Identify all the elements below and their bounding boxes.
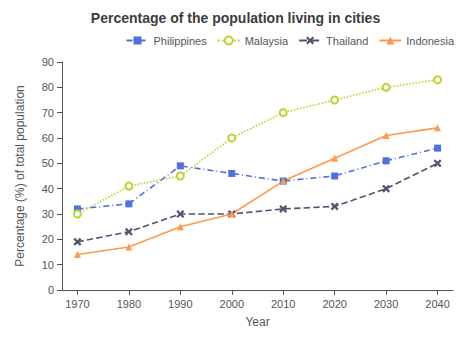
svg-text:50: 50 (42, 157, 54, 169)
svg-text:1990: 1990 (168, 298, 192, 310)
svg-text:Indonesia: Indonesia (406, 35, 455, 47)
svg-text:2030: 2030 (374, 298, 398, 310)
svg-text:Malaysia: Malaysia (245, 35, 289, 47)
svg-text:80: 80 (42, 81, 54, 93)
svg-text:2010: 2010 (271, 298, 295, 310)
svg-text:2040: 2040 (425, 298, 449, 310)
svg-text:90: 90 (42, 56, 54, 68)
svg-text:Philippines: Philippines (153, 35, 207, 47)
svg-text:60: 60 (42, 132, 54, 144)
svg-text:1970: 1970 (65, 298, 89, 310)
svg-text:Year: Year (245, 315, 269, 329)
svg-text:2000: 2000 (220, 298, 244, 310)
svg-text:Percentage of the population l: Percentage of the population living in c… (91, 10, 381, 26)
svg-text:30: 30 (42, 208, 54, 220)
svg-text:Percentage (%) of total popula: Percentage (%) of total population (13, 85, 27, 266)
svg-text:2020: 2020 (322, 298, 346, 310)
svg-text:70: 70 (42, 107, 54, 119)
svg-text:40: 40 (42, 183, 54, 195)
svg-text:10: 10 (42, 259, 54, 271)
svg-text:0: 0 (48, 284, 54, 296)
svg-text:1980: 1980 (117, 298, 141, 310)
svg-text:Thailand: Thailand (326, 35, 368, 47)
svg-text:20: 20 (42, 233, 54, 245)
